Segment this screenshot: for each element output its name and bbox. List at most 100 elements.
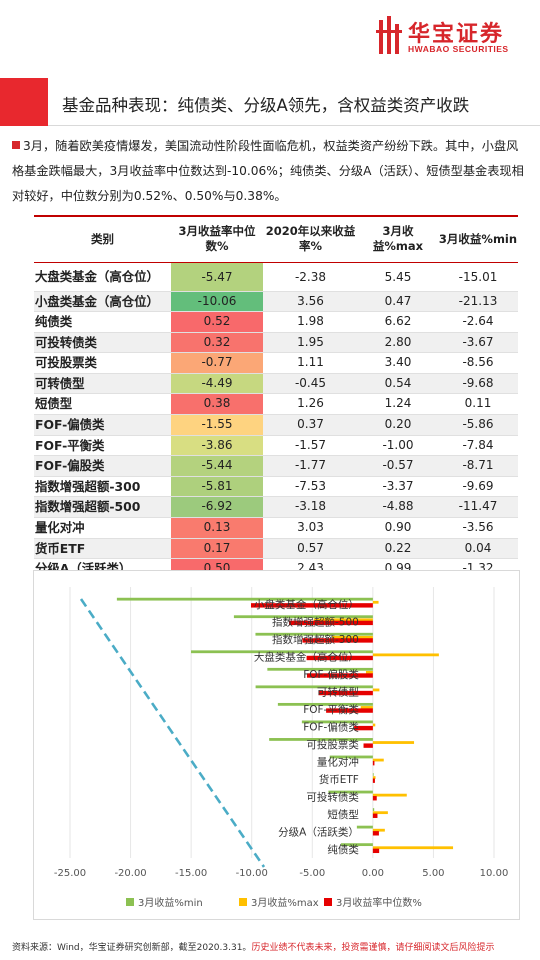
x-tick-label: 0.00 bbox=[362, 868, 384, 879]
bar-median bbox=[250, 603, 373, 608]
trend-dashed-line bbox=[79, 598, 266, 868]
cell-category: 可转债型 bbox=[34, 373, 171, 394]
cell-median: -1.55 bbox=[171, 414, 263, 436]
cell-category: FOF-偏股类 bbox=[34, 455, 171, 477]
x-tick-label: -25.00 bbox=[54, 868, 86, 879]
bar-min bbox=[116, 597, 373, 601]
bar-median bbox=[306, 673, 373, 678]
category-label: 纯债类 bbox=[327, 843, 359, 856]
cell-ytd: 1.98 bbox=[297, 314, 324, 329]
cell-min: -8.56 bbox=[462, 355, 494, 370]
cell-category: 货币ETF bbox=[34, 538, 171, 559]
bar-median bbox=[318, 690, 373, 696]
bar-median bbox=[302, 638, 373, 643]
cell-ytd: 1.26 bbox=[297, 396, 324, 411]
cell-median: 0.13 bbox=[171, 517, 263, 539]
table-row: 量化对冲 0.13 3.03 0.90 -3.56 bbox=[34, 517, 518, 539]
bar-median bbox=[354, 725, 373, 731]
bar-max bbox=[372, 811, 388, 815]
cell-median: -5.47 bbox=[171, 262, 263, 291]
cell-ytd: 0.57 bbox=[263, 538, 358, 559]
logo-english-text: HWABAO SECURITIES bbox=[408, 44, 509, 54]
bar-median bbox=[372, 831, 379, 836]
category-label: FOF-平衡类 bbox=[303, 703, 359, 716]
cell-category: 可投转债类 bbox=[34, 332, 171, 353]
table-row: 可转债型 -4.49 -0.45 0.54 -9.68 bbox=[34, 373, 518, 394]
header-max: 3月收益%max bbox=[358, 215, 438, 263]
table-row: 可投股票类 -0.77 1.11 3.40 -8.56 bbox=[34, 352, 518, 374]
summary-paragraph: 3月，随着欧美疫情爆发，美国流动性阶段性面临危机，权益类资产纷纷下跌。其中，小盘… bbox=[12, 134, 530, 209]
x-tick-label: -5.00 bbox=[299, 868, 325, 879]
cell-category: 小盘类基金（高仓位） bbox=[34, 291, 171, 312]
cell-ytd: -1.57 bbox=[294, 437, 327, 452]
cell-median: 0.32 bbox=[171, 332, 263, 353]
cell-ytd: 3.56 bbox=[263, 291, 358, 312]
cell-max: 2.80 bbox=[358, 332, 438, 353]
bar-max bbox=[372, 758, 384, 762]
bar-max bbox=[372, 741, 415, 744]
cell-category: FOF-偏债类 bbox=[34, 414, 171, 436]
cell-ytd: -7.53 bbox=[294, 478, 327, 493]
company-logo: 华宝证券 HWABAO SECURITIES bbox=[376, 14, 526, 58]
chart-canvas: 小盘类基金（高仓位） 指数增强超额-500 指数增强超额-300 大盘类基金（高仓位）… bbox=[54, 587, 508, 909]
cell-median: -10.06 bbox=[171, 291, 263, 312]
table-row: 可投转债类 0.32 1.95 2.80 -3.67 bbox=[34, 332, 518, 353]
cell-max: 3.40 bbox=[384, 355, 412, 370]
footer-note: 资料来源：Wind，华宝证券研究创新部，截至2020.3.31。历史业绩不代表未… bbox=[12, 940, 494, 953]
cell-min: -5.86 bbox=[438, 414, 518, 436]
cell-ytd: -2.38 bbox=[294, 269, 327, 284]
x-tick-label: -20.00 bbox=[114, 868, 146, 879]
x-tick-label: -10.00 bbox=[236, 868, 268, 879]
page-title: 基金品种表现：纯债类、分级A领先，含权益类资产收跌 bbox=[62, 96, 470, 115]
cell-max: 0.54 bbox=[358, 373, 438, 394]
source-text: 资料来源：Wind，华宝证券研究创新部，截至2020.3.31。 bbox=[12, 943, 252, 953]
table-row: 指数增强超额-500 -6.92 -3.18 -4.88 -11.47 bbox=[34, 496, 518, 518]
bar-min bbox=[372, 808, 375, 811]
table-header-row: 类别 3月收益率中位数% 2020年以来收益率% 3月收益%max 3月收益%m… bbox=[34, 215, 518, 263]
x-tick-label: 5.00 bbox=[422, 868, 444, 879]
legend-swatch bbox=[239, 898, 247, 906]
cell-max: 0.47 bbox=[358, 291, 438, 312]
cell-ytd: 1.95 bbox=[263, 332, 358, 353]
cell-min: -2.64 bbox=[462, 314, 494, 329]
bar-max bbox=[372, 828, 385, 832]
cell-min: -15.01 bbox=[458, 269, 498, 284]
summary-text: 3月，随着欧美疫情爆发，美国流动性阶段性面临危机，权益类资产纷纷下跌。其中，小盘… bbox=[12, 139, 524, 203]
bar-min bbox=[255, 685, 373, 689]
cell-min: -21.13 bbox=[438, 291, 518, 312]
bar-max bbox=[372, 776, 376, 779]
table-row: 货币ETF 0.17 0.57 0.22 0.04 bbox=[34, 538, 518, 559]
category-label: 可投股票类 bbox=[306, 738, 359, 751]
bar-median bbox=[326, 708, 373, 713]
category-label: 短债型 bbox=[327, 808, 359, 821]
category-label: 小盘类基金（高仓位） bbox=[254, 598, 359, 611]
cell-max: 1.24 bbox=[384, 396, 412, 411]
cell-min: -3.56 bbox=[462, 520, 494, 535]
bar-median bbox=[372, 760, 375, 766]
legend-swatch bbox=[324, 898, 332, 906]
bar-min bbox=[329, 755, 373, 759]
table-row: 大盘类基金（高仓位） -5.47 -2.38 5.45 -15.01 bbox=[34, 262, 518, 291]
bar-min bbox=[269, 738, 373, 741]
cell-category: 量化对冲 bbox=[35, 520, 85, 536]
bar-max bbox=[313, 618, 373, 622]
cell-max: 6.62 bbox=[384, 314, 412, 329]
logo-mark-icon bbox=[376, 16, 402, 54]
category-label: 分级A（活跃类） bbox=[278, 826, 359, 839]
bar-max bbox=[372, 793, 407, 797]
bar-max bbox=[332, 635, 373, 639]
category-label: FOF-偏债类 bbox=[303, 721, 359, 734]
cell-min: 0.11 bbox=[464, 396, 492, 411]
header-median: 3月收益率中位数% bbox=[171, 215, 263, 263]
table-row: 短债型 0.38 1.26 1.24 0.11 bbox=[34, 393, 518, 415]
bar-max bbox=[372, 723, 376, 727]
category-label: 指数增强超额-300 bbox=[272, 633, 359, 646]
cell-category: 大盘类基金（高仓位） bbox=[35, 268, 159, 284]
bar-min bbox=[372, 773, 374, 776]
header-min: 3月收益%min bbox=[438, 215, 518, 263]
title-bar: 基金品种表现：纯债类、分级A领先，含权益类资产收跌 bbox=[0, 78, 540, 126]
cell-category: 可投股票类 bbox=[35, 355, 97, 371]
cell-max: 0.22 bbox=[358, 538, 438, 559]
cell-min: -9.68 bbox=[438, 373, 518, 394]
cell-median: -4.49 bbox=[171, 373, 263, 394]
